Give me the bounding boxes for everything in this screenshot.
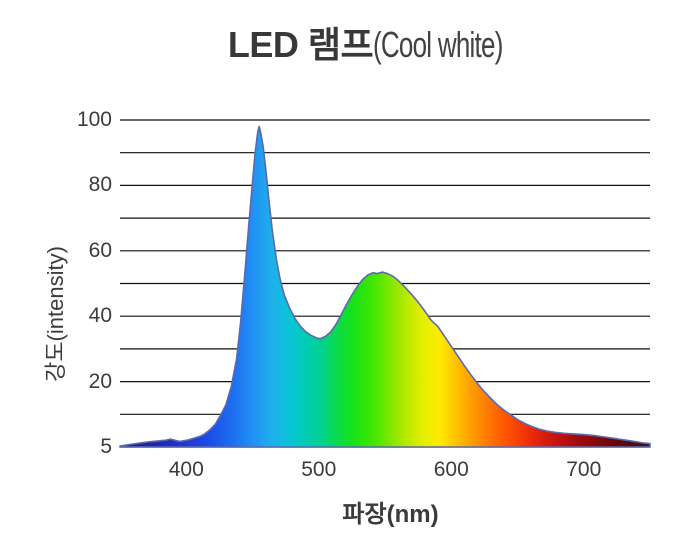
y-axis-label: 강도(intensity) <box>43 246 68 382</box>
chart-title-sub: (Cool white) <box>373 24 503 65</box>
y-tick-20: 20 <box>88 369 112 393</box>
y-tick-80: 80 <box>88 173 112 197</box>
x-tick-700: 700 <box>566 458 602 481</box>
x-axis-label: 파장(nm) <box>342 501 439 528</box>
y-tick-40: 40 <box>88 304 112 328</box>
spectrum-area <box>119 125 651 448</box>
y-tick-60: 60 <box>88 238 112 262</box>
x-tick-400: 400 <box>168 458 204 481</box>
x-tick-600: 600 <box>433 458 469 481</box>
gridlines <box>120 119 650 448</box>
chart-title-main: LED 램프 <box>227 24 374 65</box>
spectrum-curve <box>119 125 651 448</box>
chart-title: LED 램프(Cool white) <box>90 22 691 70</box>
y-tick-5: 5 <box>100 435 112 458</box>
y-tick-100: 100 <box>76 108 112 131</box>
x-tick-500: 500 <box>301 458 337 481</box>
